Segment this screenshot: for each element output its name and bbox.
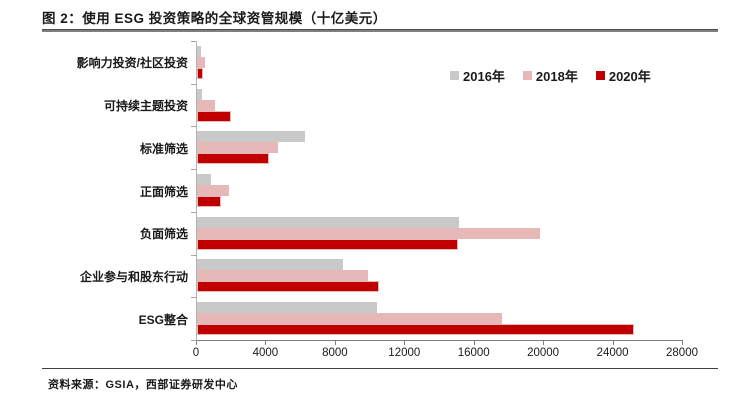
bar-series2-cat6 [197,324,635,336]
bar-series1-cat4 [197,227,541,239]
bar-series1-cat6 [197,313,502,325]
x-axis-tick-1 [265,341,267,345]
bar-series1-cat0 [197,56,205,68]
bar-series0-cat1 [197,88,202,100]
category-label-3: 正面筛选 [139,184,188,199]
y-axis-tick-2 [191,126,196,128]
bar-series0-cat3 [197,174,212,185]
x-axis-tick-label-2: 8000 [322,347,348,359]
bar-series2-cat4 [197,238,458,250]
x-axis-tick-label-6: 24000 [596,347,629,359]
x-axis-tick-label-1: 4000 [252,347,279,359]
y-axis-tick-6 [191,297,196,299]
category-label-6: ESG整合 [138,312,188,327]
category-label-1: 可持续主题投资 [103,99,188,114]
footer-divider [42,368,718,369]
y-axis-tick-1 [191,83,196,85]
x-axis-tick-0 [196,341,197,345]
bar-series1-cat1 [197,99,215,111]
x-axis-tick-label-3: 12000 [388,347,421,359]
y-axis-tick-7 [191,340,196,341]
y-axis-tick-4 [191,211,196,213]
bar-series2-cat2 [197,153,269,165]
bar-series2-cat0 [197,67,204,79]
bar-series1-cat5 [197,270,368,282]
x-axis-tick-7 [682,341,683,345]
x-axis-tick-label-5: 20000 [527,347,560,359]
legend-swatch-2020 [595,71,605,80]
category-label-2: 标准筛选 [139,141,188,156]
legend: 2016年 2018年 2020年 [450,66,651,85]
bar-series2-cat5 [197,281,380,293]
legend-swatch-2016 [450,71,459,80]
category-label-0: 影响力投资/社区投资 [76,56,188,71]
legend-item-2016: 2016年 [450,66,505,85]
y-axis-tick-3 [191,169,196,171]
bar-series0-cat5 [197,259,343,271]
x-axis-tick-6 [612,341,614,345]
bar-series2-cat1 [197,110,231,122]
legend-item-2018: 2018年 [522,66,578,85]
bar-series2-cat3 [197,196,221,207]
source-note: 资料来源：GSIA，西部证券研发中心 [48,379,238,391]
x-axis-tick-2 [334,341,336,345]
legend-item-2020: 2020年 [595,66,651,85]
legend-swatch-2018 [522,71,532,80]
legend-label-2016: 2016年 [463,69,505,84]
legend-label-2018: 2018年 [535,69,578,84]
x-axis-tick-4 [473,341,475,345]
bar-series0-cat2 [197,131,305,143]
bar-series0-cat4 [197,216,459,228]
bar-series0-cat6 [197,302,377,314]
x-axis-tick-label-0: 0 [192,347,200,359]
x-axis-tick-5 [543,341,545,345]
x-axis-tick-label-7: 28000 [666,347,698,359]
category-label-4: 负面筛选 [139,227,188,242]
bar-series1-cat2 [197,142,279,154]
bar-series1-cat3 [197,185,229,196]
plot-area [196,41,683,341]
y-axis-tick-5 [191,254,196,256]
x-axis-tick-label-4: 16000 [457,347,490,359]
bar-series0-cat0 [197,45,202,57]
category-label-5: 企业参与和股东行动 [79,269,188,284]
y-axis-tick-0 [191,41,196,42]
chart-title: 图 2：使用 ESG 投资策略的全球资管规模（十亿美元） [42,11,387,26]
x-axis-tick-3 [404,341,406,345]
legend-label-2020: 2020年 [608,69,651,84]
title-divider [42,29,718,32]
